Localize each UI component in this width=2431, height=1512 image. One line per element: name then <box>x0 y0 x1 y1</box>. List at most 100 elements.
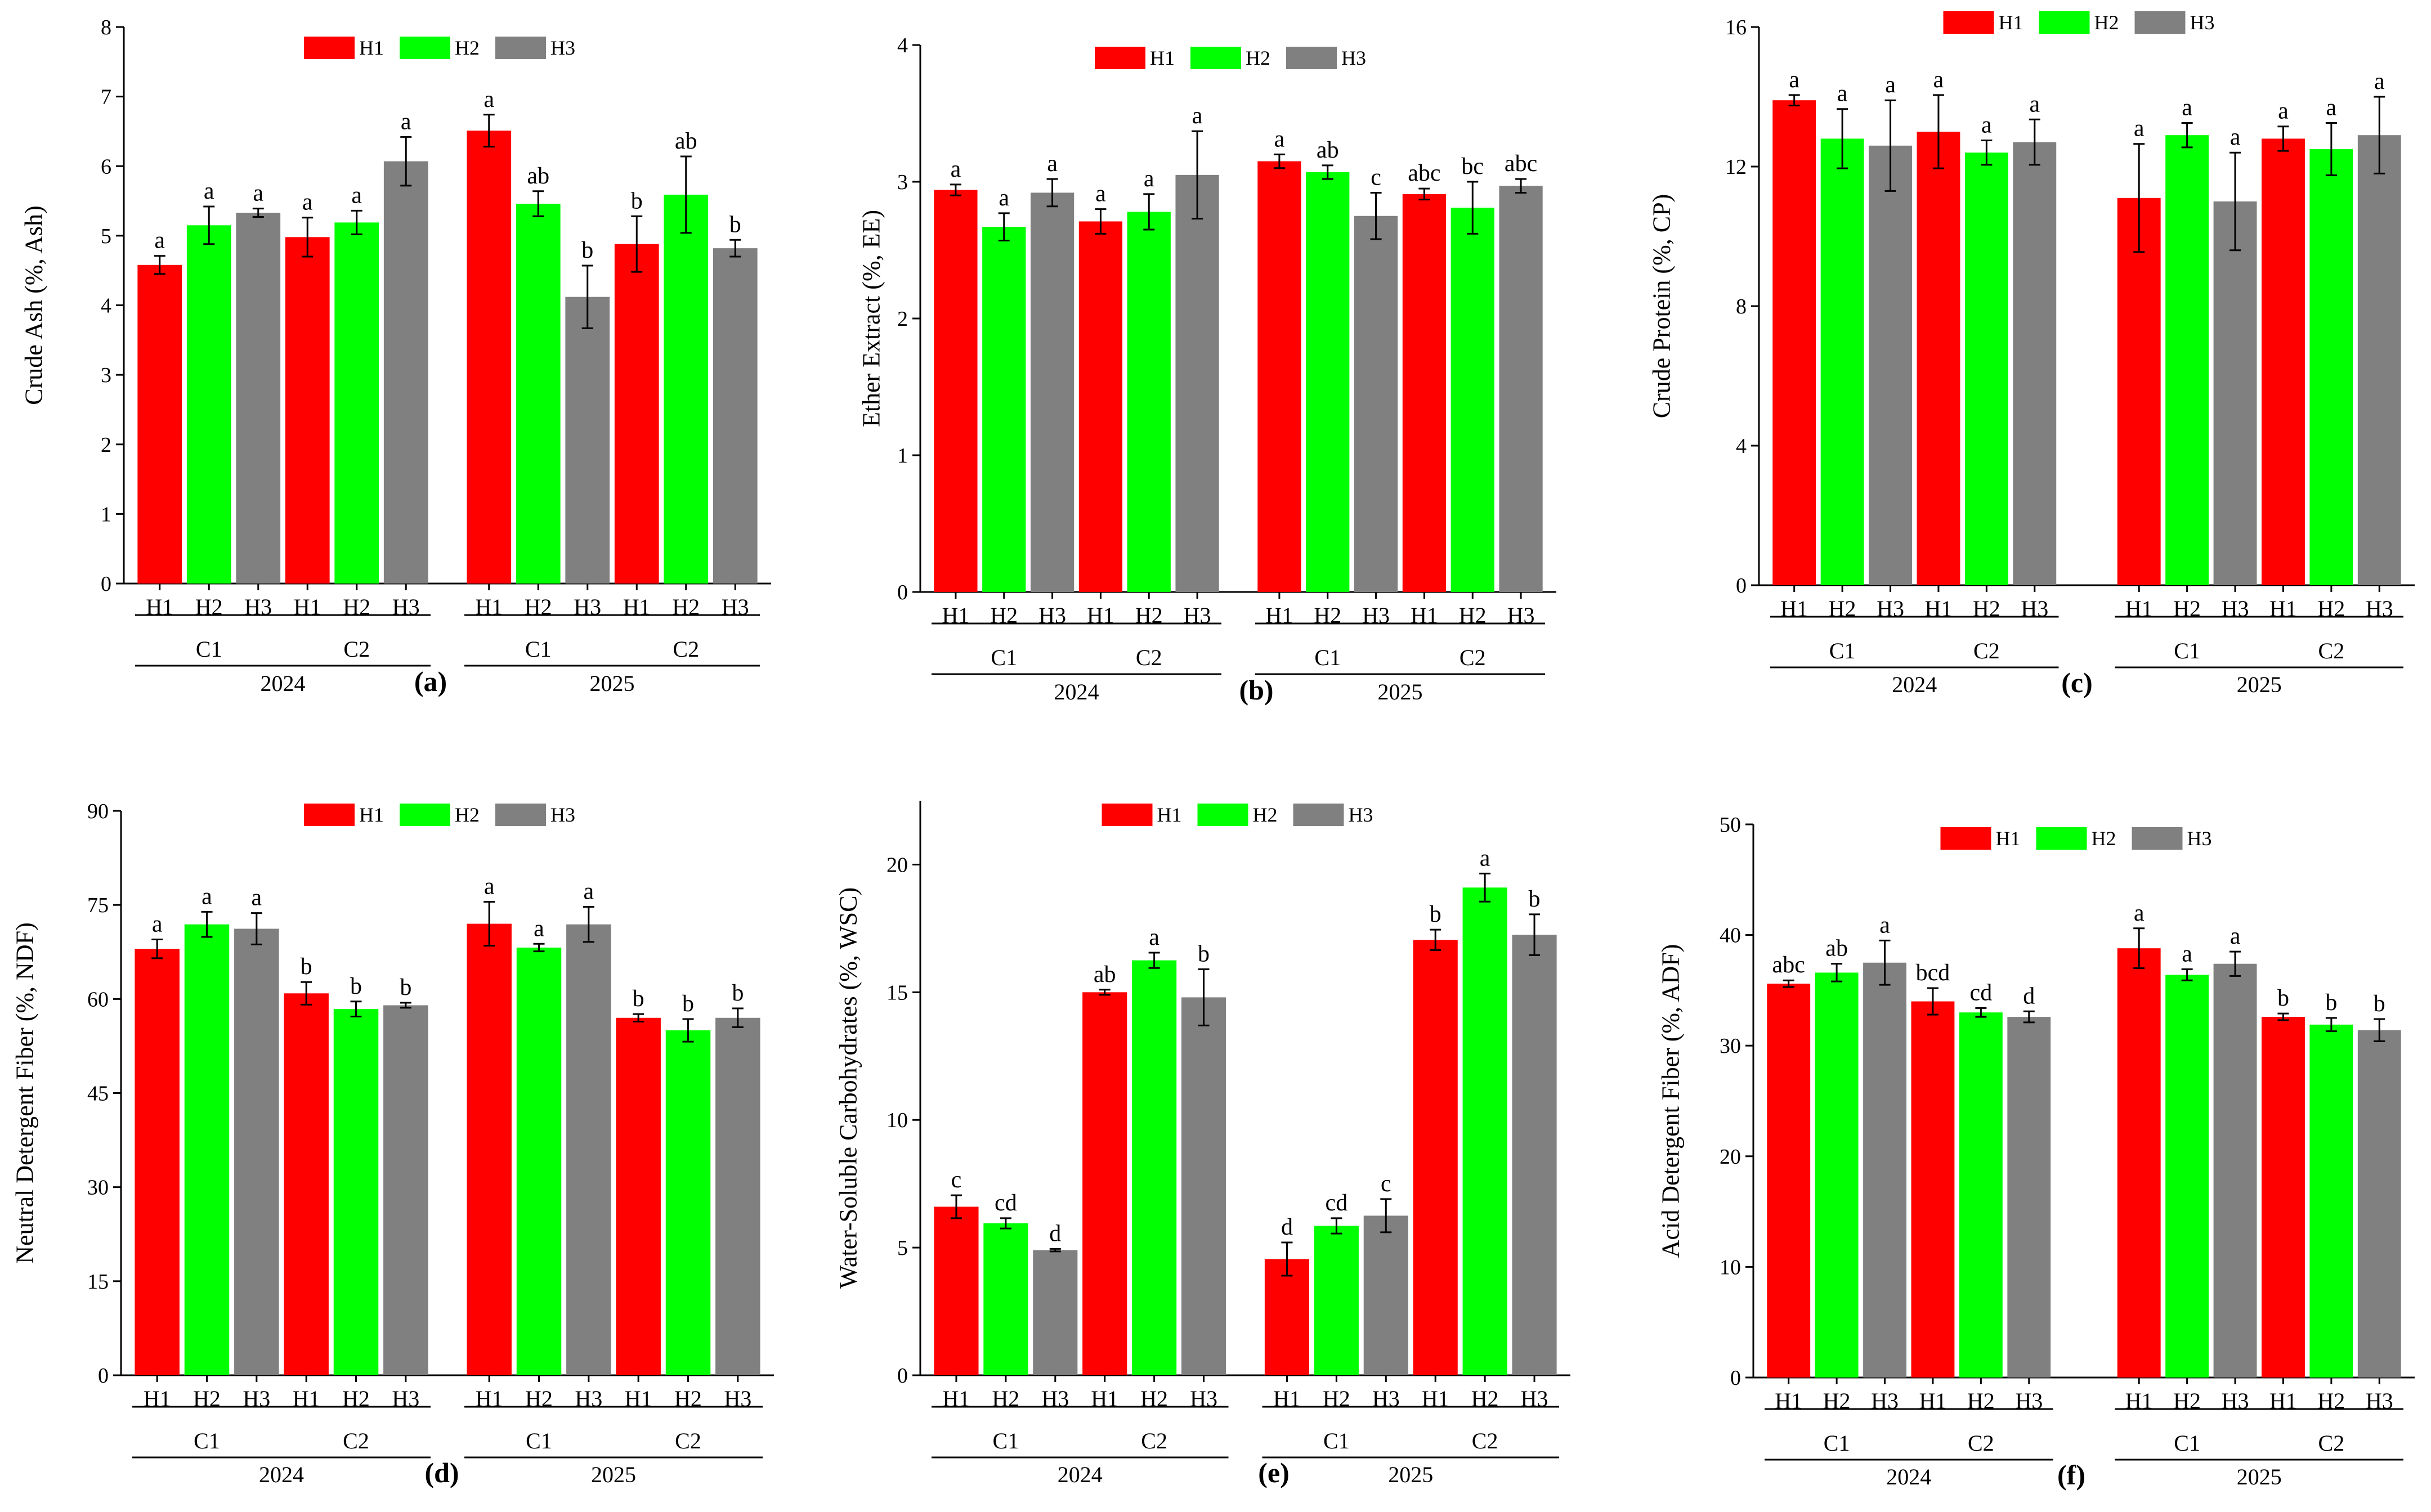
y-tick-label: 0 <box>897 581 908 604</box>
y-tick-label: 1 <box>101 502 111 526</box>
significance-label: abc <box>1505 151 1537 177</box>
bar <box>934 1206 979 1375</box>
significance-label: a <box>1149 925 1159 950</box>
bar <box>2262 138 2305 585</box>
bar <box>1132 960 1177 1375</box>
y-tick-label: 45 <box>87 1082 109 1106</box>
legend-label: H2 <box>2092 827 2116 850</box>
y-tick-label: 12 <box>1725 155 1747 179</box>
bar <box>334 222 379 584</box>
y-tick-label: 90 <box>87 800 109 823</box>
bar <box>713 248 758 584</box>
significance-label: bc <box>1461 154 1484 180</box>
y-tick-label: 30 <box>87 1176 109 1200</box>
bar <box>665 1030 711 1375</box>
y-axis-title: Ether Extract (%, EE) <box>858 210 885 427</box>
significance-label: b <box>729 212 741 237</box>
significance-label: a <box>2374 69 2385 95</box>
significance-label: a <box>2182 95 2192 121</box>
cutting-label: C1 <box>1323 1428 1350 1453</box>
cutting-label: C2 <box>673 636 699 662</box>
bar <box>2213 963 2257 1378</box>
legend-swatch <box>1197 804 1248 826</box>
bar <box>236 213 281 584</box>
significance-label: b <box>581 237 593 263</box>
significance-label: a <box>1192 103 1203 129</box>
y-tick-label: 0 <box>101 572 111 596</box>
bar <box>1175 174 1219 593</box>
panel-label: (b) <box>1239 674 1273 706</box>
legend-label: H2 <box>1246 47 1270 69</box>
year-label: 2025 <box>2237 1464 2282 1489</box>
significance-label: a <box>2134 116 2145 142</box>
bar <box>2309 1024 2353 1378</box>
bar <box>1306 172 1350 592</box>
significance-label: b <box>633 986 644 1012</box>
cutting-label: C1 <box>1314 645 1341 670</box>
significance-label: cd <box>1326 1190 1348 1216</box>
significance-label: ab <box>1094 962 1116 988</box>
y-tick-label: 4 <box>897 34 908 57</box>
bar <box>1917 132 1960 585</box>
legend-swatch <box>1102 804 1153 826</box>
significance-label: a <box>1095 181 1106 207</box>
cutting-label: C2 <box>343 636 370 662</box>
significance-label: b <box>1198 941 1210 967</box>
y-tick-label: 20 <box>887 853 908 877</box>
significance-label: a <box>2326 95 2337 121</box>
bar <box>2117 198 2161 585</box>
cutting-label: C1 <box>993 1428 1019 1453</box>
legend-swatch <box>1095 47 1145 69</box>
panel-label: (f) <box>2057 1459 2085 1491</box>
significance-label: a <box>1933 67 1944 93</box>
significance-label: ab <box>527 163 549 189</box>
significance-label: a <box>2134 900 2145 926</box>
significance-label: c <box>1371 164 1381 190</box>
significance-label: a <box>1274 126 1285 152</box>
legend-label: H2 <box>2094 11 2119 34</box>
significance-label: a <box>584 879 594 905</box>
bar <box>616 1017 661 1375</box>
significance-label: a <box>1837 81 1848 107</box>
bar <box>1127 212 1171 593</box>
significance-label: a <box>2182 941 2192 967</box>
cutting-label: C1 <box>2174 638 2200 663</box>
y-axis-title: Crude Protein (%, CP) <box>1648 194 1676 418</box>
significance-label: b <box>400 975 411 1000</box>
y-tick-label: 1 <box>897 444 908 468</box>
y-tick-label: 16 <box>1725 16 1747 39</box>
significance-label: b <box>2374 991 2385 1017</box>
bar <box>1181 997 1226 1375</box>
year-label: 2024 <box>259 1462 304 1487</box>
legend-swatch <box>2132 827 2183 850</box>
bar <box>2309 149 2353 585</box>
y-tick-label: 8 <box>101 16 111 39</box>
bar <box>2357 1030 2401 1378</box>
bar <box>565 297 610 584</box>
bar <box>184 924 230 1375</box>
y-axis-title: Crude Ash (%, Ash) <box>20 205 48 405</box>
significance-label: b <box>2325 990 2337 1016</box>
bar <box>1869 145 1912 585</box>
bar <box>2165 975 2209 1378</box>
significance-label: a <box>1144 166 1154 192</box>
significance-label: d <box>1281 1214 1293 1240</box>
significance-label: a <box>2230 124 2241 150</box>
cutting-label: C1 <box>525 636 552 662</box>
legend-swatch <box>1286 47 1337 69</box>
legend-label: H1 <box>1999 11 2023 34</box>
bar <box>1413 940 1458 1375</box>
y-tick-label: 0 <box>897 1364 908 1388</box>
legend-swatch <box>1940 827 1991 850</box>
cutting-label: C2 <box>2318 638 2345 663</box>
y-tick-label: 15 <box>87 1270 109 1294</box>
bar <box>1033 1250 1078 1375</box>
legend-label: H1 <box>1157 804 1182 826</box>
y-tick-label: 7 <box>101 86 111 109</box>
panel-label: (a) <box>414 666 447 697</box>
significance-label: a <box>202 883 212 909</box>
legend-label: H3 <box>2190 11 2215 34</box>
legend-label: H2 <box>455 37 480 59</box>
cutting-label: C2 <box>343 1428 369 1453</box>
significance-label: ab <box>1317 137 1339 163</box>
